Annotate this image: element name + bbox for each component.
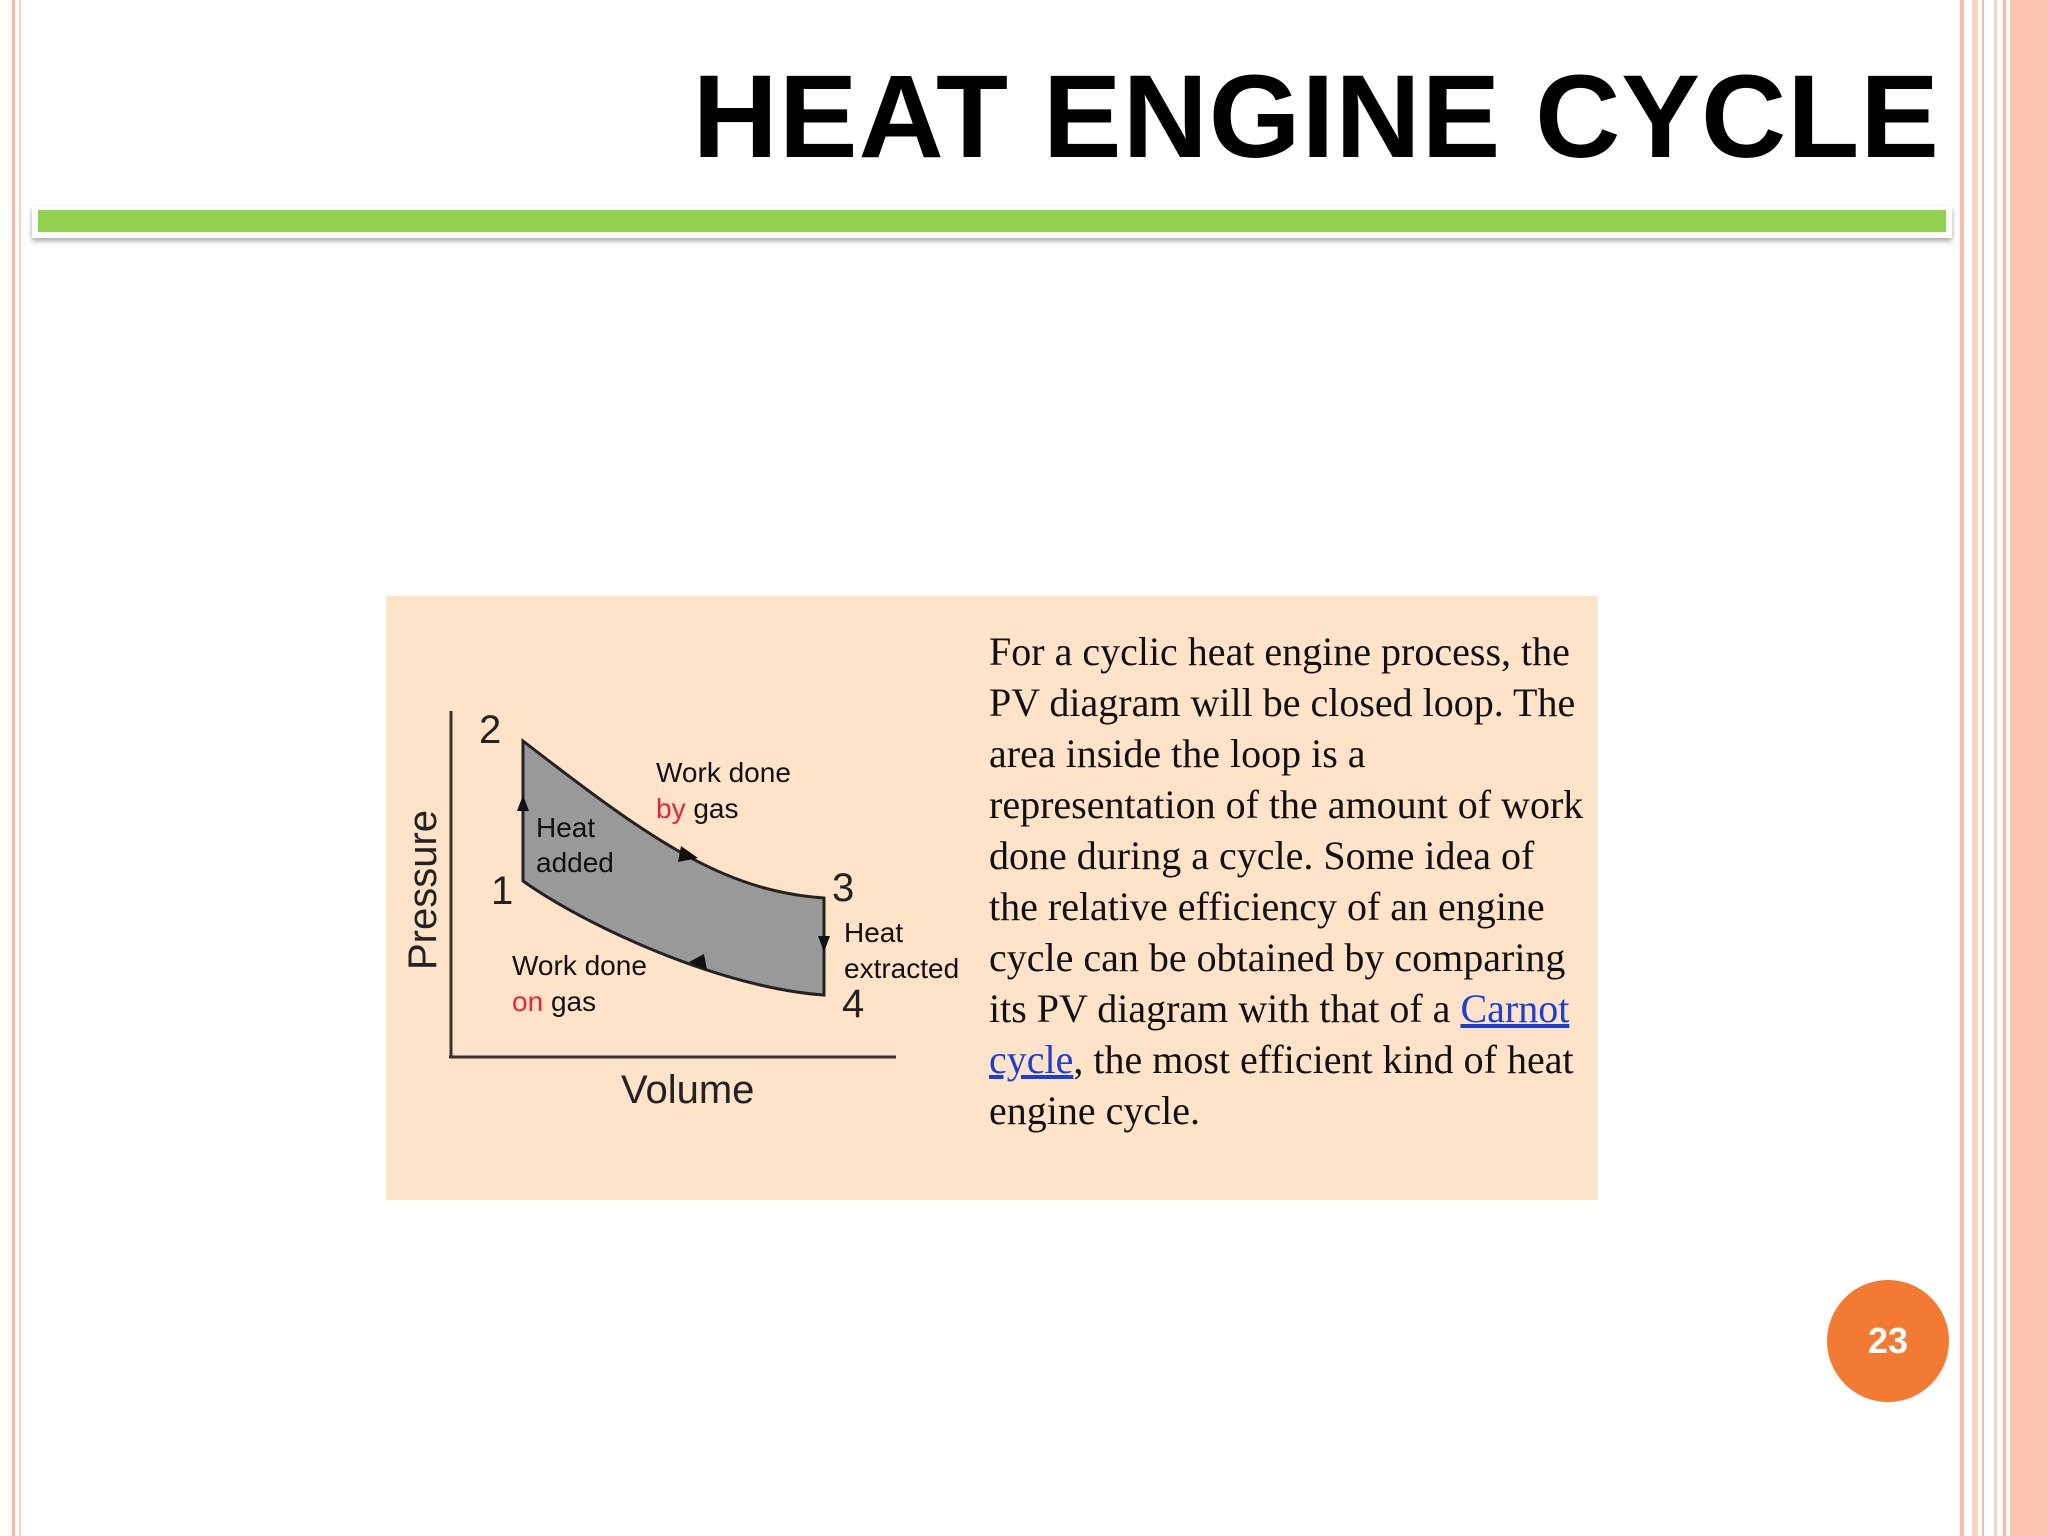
heat-added-line2: added [536, 847, 614, 878]
work-on-gas-line1: Work done [512, 950, 647, 981]
description-paragraph: For a cyclic heat engine process, the PV… [989, 626, 1593, 1136]
description-text-end: , the most efficient kind of heat engine… [989, 1037, 1574, 1133]
title-underline-bar [32, 206, 1952, 238]
x-axis-label: Volume [621, 1068, 754, 1112]
arrow-heat-extracted [818, 936, 830, 952]
page-number: 23 [1867, 1320, 1909, 1361]
content-panel: 2 1 3 4 Pressure Volume Heat added Work … [386, 596, 1598, 1200]
point-label-2: 2 [479, 708, 501, 752]
point-label-3: 3 [832, 866, 854, 910]
page-number-badge: 23 [1827, 1280, 1949, 1402]
pv-diagram: 2 1 3 4 Pressure Volume Heat added Work … [401, 708, 959, 1112]
work-by-gas-line1: Work done [656, 757, 791, 788]
title-underline-accent [38, 210, 1946, 232]
description-text: For a cyclic heat engine process, the PV… [989, 629, 1584, 1031]
point-label-1: 1 [491, 869, 513, 913]
point-label-4: 4 [842, 982, 864, 1026]
y-axis-label: Pressure [401, 810, 445, 970]
work-by-gas-line2: by gas [656, 793, 739, 824]
carnot-cycle-link[interactable]: Carnot cycle [989, 986, 1570, 1082]
work-by-gas-highlight: by [656, 793, 686, 824]
slide-title: HEAT ENGINE CYCLE [692, 51, 1940, 183]
heat-extracted-line2: extracted [844, 953, 959, 984]
pv-loop [521, 737, 826, 997]
work-on-gas-highlight: on [512, 986, 543, 1017]
work-on-gas-line2: on gas [512, 986, 596, 1017]
arrow-expansion [678, 846, 698, 862]
heat-added-line1: Heat [536, 812, 595, 843]
arrow-heat-added [517, 795, 529, 811]
arrow-compression [689, 954, 707, 970]
work-on-gas-rest: gas [551, 986, 596, 1017]
heat-extracted-line1: Heat [844, 917, 903, 948]
work-by-gas-rest: gas [693, 793, 738, 824]
